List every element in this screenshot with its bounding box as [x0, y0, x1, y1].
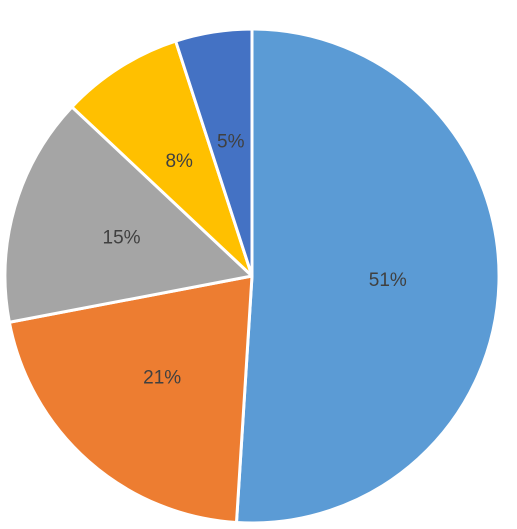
- pie-slice-label-5: 5%: [217, 131, 245, 152]
- pie-slices: [3, 27, 501, 525]
- pie-slice-4: [70, 39, 254, 278]
- pie-slice-2: [7, 274, 254, 525]
- pie-slice-label-1: 51%: [369, 270, 407, 291]
- pie-slice-label-2: 21%: [143, 367, 181, 388]
- pie-labels: 51% 21% 15% 8% 5%: [103, 131, 407, 388]
- pie-slice-5: [174, 27, 254, 278]
- pie-slice-label-4: 8%: [165, 151, 193, 172]
- pie-slice-label-3: 15%: [103, 228, 141, 249]
- pie-slice-3: [3, 105, 254, 324]
- pie-slice-1: [234, 27, 501, 525]
